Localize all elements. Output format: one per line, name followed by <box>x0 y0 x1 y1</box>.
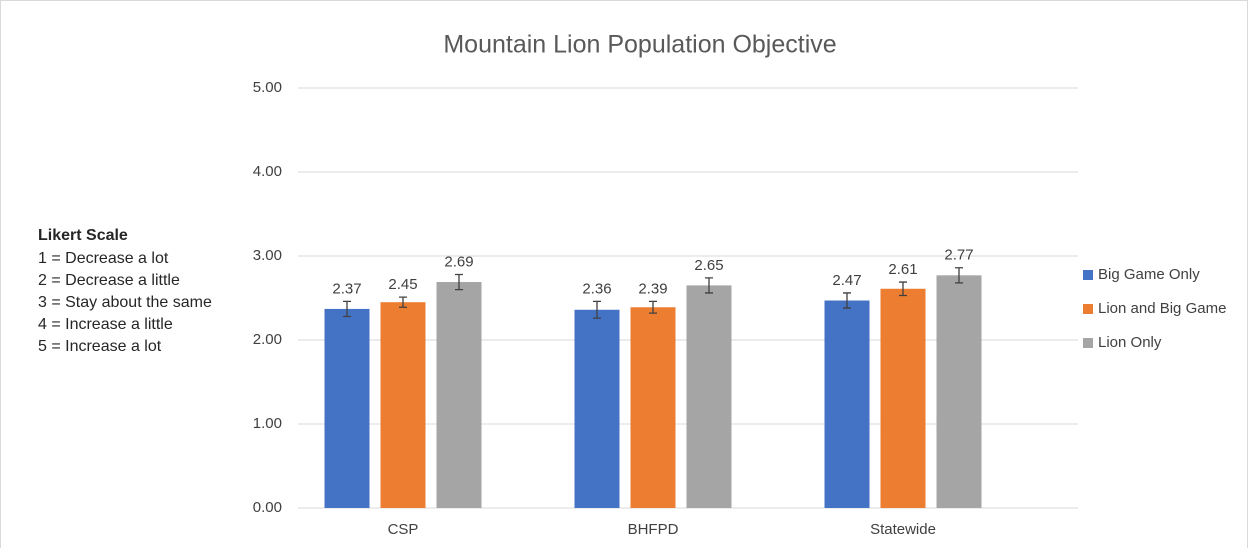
x-tick-label: BHFPD <box>628 521 679 538</box>
error-bar <box>593 300 601 319</box>
data-label: 2.39 <box>638 280 667 297</box>
annotation-line: 1 = Decrease a lot <box>38 250 169 267</box>
y-tick-label: 2.00 <box>253 331 282 348</box>
x-tick-label: CSP <box>388 521 419 538</box>
y-tick-label: 3.00 <box>253 247 282 264</box>
data-label: 2.65 <box>694 257 723 274</box>
error-bar <box>843 292 851 309</box>
data-label: 2.61 <box>888 261 917 278</box>
bar <box>824 300 870 508</box>
data-label: 2.69 <box>444 253 473 270</box>
y-tick-label: 4.00 <box>253 163 282 180</box>
legend-label: Big Game Only <box>1098 266 1200 283</box>
error-bar <box>343 300 351 318</box>
bar <box>574 309 620 508</box>
annotation-line: 2 = Decrease a little <box>38 272 180 289</box>
data-label: 2.37 <box>332 280 361 297</box>
bar <box>436 282 482 508</box>
legend-swatch <box>1083 270 1093 280</box>
error-bar <box>649 300 657 314</box>
x-tick-label: Statewide <box>870 521 936 538</box>
y-tick-label: 1.00 <box>253 415 282 432</box>
annotation-line: 3 = Stay about the same <box>38 294 212 311</box>
error-bar <box>899 281 907 297</box>
chart-title: Mountain Lion Population Objective <box>443 31 836 59</box>
bar <box>936 275 982 508</box>
y-tick-label: 5.00 <box>253 79 282 96</box>
bar <box>324 308 370 508</box>
data-label: 2.47 <box>832 272 861 289</box>
data-label: 2.45 <box>388 276 417 293</box>
data-label: 2.77 <box>944 247 973 264</box>
error-bar <box>955 267 963 284</box>
bar <box>686 285 732 508</box>
legend-label: Lion and Big Game <box>1098 300 1226 317</box>
annotation-heading: Likert Scale <box>38 227 128 244</box>
legend-swatch <box>1083 304 1093 314</box>
annotation-line: 4 = Increase a little <box>38 316 173 333</box>
legend-swatch <box>1083 338 1093 348</box>
bar <box>380 302 426 508</box>
data-label: 2.36 <box>582 280 611 297</box>
bar <box>630 307 676 508</box>
error-bar <box>705 277 713 294</box>
annotation-line: 5 = Increase a lot <box>38 338 162 355</box>
y-tick-label: 0.00 <box>253 499 282 516</box>
error-bar <box>399 296 407 308</box>
legend-label: Lion Only <box>1098 334 1162 351</box>
error-bar <box>455 273 463 291</box>
bar <box>880 288 926 508</box>
